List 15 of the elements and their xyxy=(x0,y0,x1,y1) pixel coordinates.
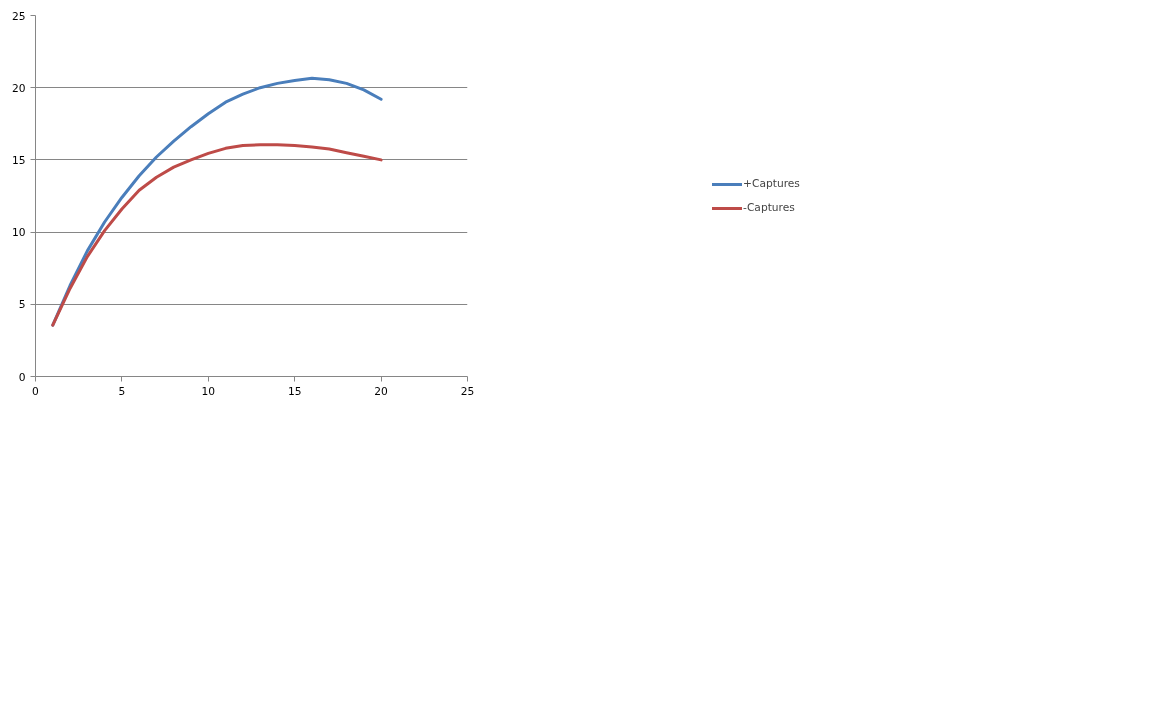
y-tick-label: 0 xyxy=(18,370,26,384)
x-tick-label: 0 xyxy=(32,384,40,398)
legend-label: -Captures xyxy=(743,201,795,214)
x-tick-label: 20 xyxy=(374,384,389,398)
y-tick-label: 5 xyxy=(18,298,26,312)
y-tick-label: 10 xyxy=(11,226,26,240)
x-tick-label: 15 xyxy=(287,384,302,398)
x-tick-label: 25 xyxy=(460,384,475,398)
legend-label: +Captures xyxy=(743,177,800,190)
y-tick-label: 20 xyxy=(11,81,26,95)
line-series xyxy=(51,143,383,327)
y-tick-label: 15 xyxy=(11,153,26,167)
y-tick-label: 25 xyxy=(11,9,26,23)
x-tick-label: 10 xyxy=(201,384,216,398)
x-tick-label: 5 xyxy=(118,384,126,398)
